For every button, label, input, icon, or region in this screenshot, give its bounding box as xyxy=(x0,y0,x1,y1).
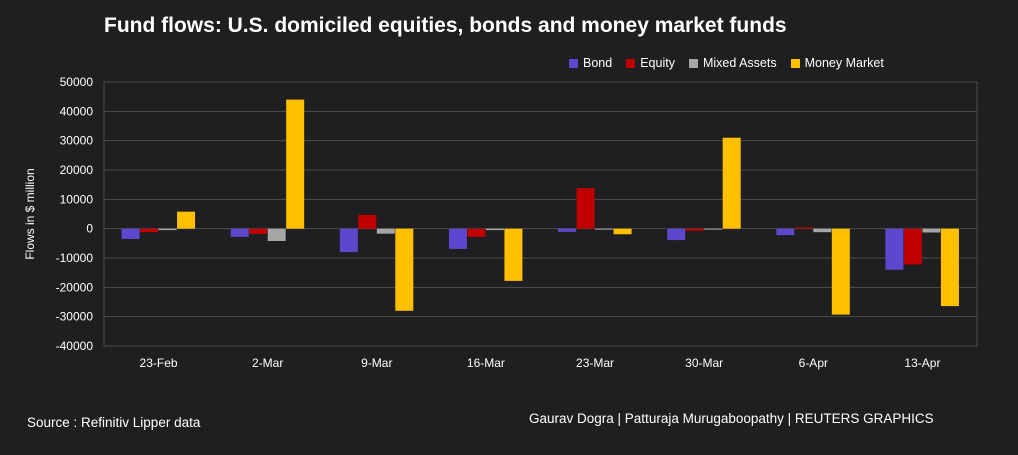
x-tick-label: 23-Feb xyxy=(140,356,178,370)
bar-money-market-9-mar xyxy=(395,228,414,311)
y-tick-label: 20000 xyxy=(60,163,94,177)
legend-swatch-mixed-assets xyxy=(688,58,698,68)
legend-label-money-market: Money Market xyxy=(804,56,884,70)
bar-bond-6-apr xyxy=(776,228,795,236)
bar-mixed-assets-23-mar xyxy=(595,228,614,230)
source-note: Source : Refinitiv Lipper data xyxy=(27,415,201,430)
y-tick-label: 30000 xyxy=(60,134,94,148)
bar-money-market-23-mar xyxy=(613,228,632,235)
legend-label-mixed-assets: Mixed Assets xyxy=(702,56,777,70)
bar-bond-23-mar xyxy=(558,228,577,232)
legend-label-equity: Equity xyxy=(640,56,675,70)
bar-mixed-assets-2-mar xyxy=(267,228,286,241)
bar-money-market-30-mar xyxy=(722,137,741,229)
legend-item-mixed-assets: Mixed Assets xyxy=(688,56,777,70)
bar-equity-13-apr xyxy=(903,228,922,265)
bar-mixed-assets-30-mar xyxy=(704,228,723,230)
bar-bond-13-apr xyxy=(885,228,904,270)
bar-bond-2-mar xyxy=(230,228,249,237)
x-tick-label: 23-Mar xyxy=(576,356,614,370)
credit-line: Gaurav Dogra | Patturaja Murugaboopathy … xyxy=(529,411,934,426)
bar-money-market-23-feb xyxy=(177,211,196,229)
bar-mixed-assets-13-apr xyxy=(922,228,941,233)
bar-money-market-16-mar xyxy=(504,228,523,281)
legend-item-equity: Equity xyxy=(626,56,675,70)
y-tick-label: -10000 xyxy=(56,251,94,265)
y-tick-label: -40000 xyxy=(56,339,94,353)
legend-item-money-market: Money Market xyxy=(790,56,884,70)
bar-equity-30-mar xyxy=(685,228,704,231)
chart-title: Fund flows: U.S. domiciled equities, bon… xyxy=(104,14,787,37)
x-tick-label: 16-Mar xyxy=(467,356,505,370)
chart-legend: Bond Equity Mixed Assets Money Market xyxy=(569,56,884,70)
plot-border xyxy=(103,81,978,347)
x-tick-label: 6-Apr xyxy=(799,356,828,370)
bar-equity-23-feb xyxy=(140,228,159,233)
legend-swatch-bond xyxy=(569,58,578,68)
bar-mixed-assets-9-mar xyxy=(376,228,395,234)
x-tick-label: 30-Mar xyxy=(685,356,723,370)
bar-equity-9-mar xyxy=(358,214,377,229)
y-tick-label: -30000 xyxy=(56,310,94,324)
y-tick-label: -20000 xyxy=(56,280,94,294)
bar-bond-9-mar xyxy=(339,228,358,253)
bar-equity-6-apr xyxy=(794,227,813,229)
bar-bond-23-feb xyxy=(121,228,140,239)
bar-equity-23-mar xyxy=(576,188,595,229)
bar-money-market-2-mar xyxy=(286,99,305,229)
y-tick-label: 50000 xyxy=(60,75,94,89)
y-axis-label: Flows in $ million xyxy=(23,168,37,259)
bar-money-market-6-apr xyxy=(831,228,850,315)
bar-money-market-13-apr xyxy=(940,228,959,307)
bar-equity-2-mar xyxy=(249,228,268,234)
bar-mixed-assets-16-mar xyxy=(485,228,504,231)
bar-mixed-assets-6-apr xyxy=(813,228,832,233)
y-tick-label: 40000 xyxy=(60,104,94,118)
legend-item-bond: Bond xyxy=(569,56,612,70)
x-tick-label: 2-Mar xyxy=(252,356,283,370)
x-tick-label: 13-Apr xyxy=(904,356,940,370)
legend-label-bond: Bond xyxy=(583,56,613,70)
bar-bond-16-mar xyxy=(448,228,467,249)
bar-bond-30-mar xyxy=(667,228,686,241)
y-tick-label: 10000 xyxy=(60,192,94,206)
y-tick-label: 0 xyxy=(86,222,93,236)
bar-mixed-assets-23-feb xyxy=(158,228,177,231)
legend-swatch-money-market xyxy=(790,58,800,68)
legend-swatch-equity xyxy=(626,58,636,68)
x-tick-label: 9-Mar xyxy=(361,356,392,370)
bar-equity-16-mar xyxy=(467,228,486,237)
